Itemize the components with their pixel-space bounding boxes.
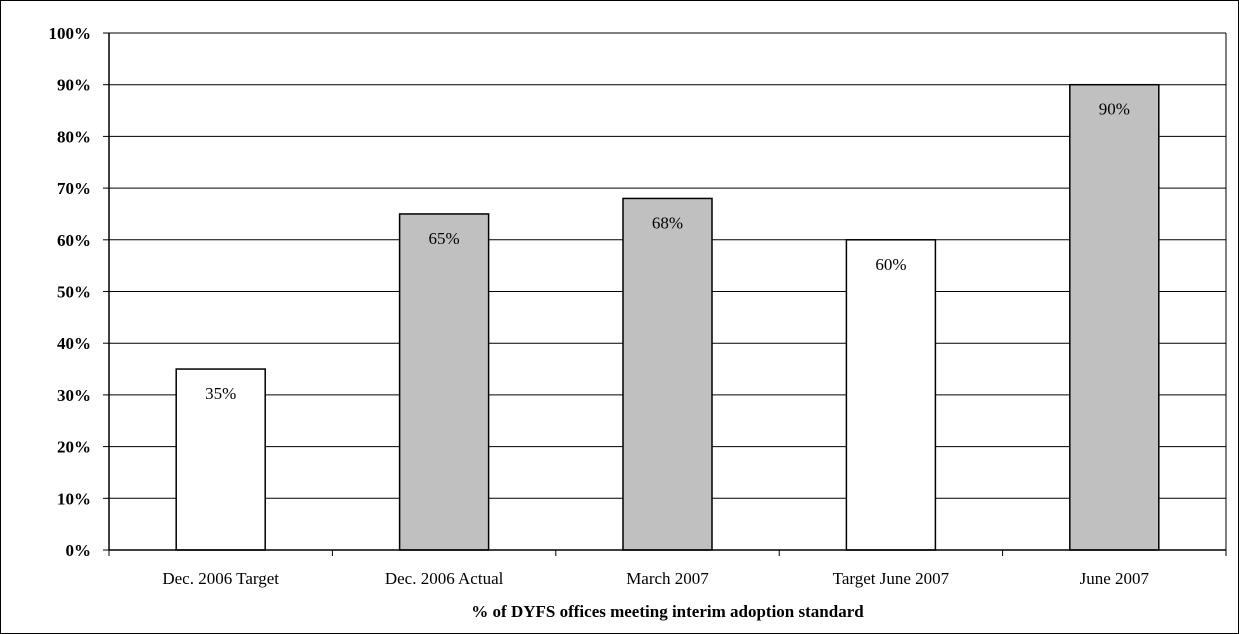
y-tick-label: 40% <box>57 334 91 353</box>
bar <box>175 368 266 551</box>
bar <box>1069 83 1160 551</box>
data-label: 35% <box>205 384 236 403</box>
x-tick-label: March 2007 <box>626 569 709 588</box>
y-tick-label: 0% <box>66 541 92 560</box>
x-tick-label: Target June 2007 <box>833 569 950 588</box>
y-tick-label: 10% <box>57 489 91 508</box>
y-tick-label: 100% <box>49 24 92 43</box>
x-axis-title: % of DYFS offices meeting interim adopti… <box>471 602 864 621</box>
gridlines <box>109 32 1226 499</box>
data-label: 60% <box>875 255 906 274</box>
x-tick-label: Dec. 2006 Actual <box>385 569 504 588</box>
x-tick-labels: Dec. 2006 Target Dec. 2006 Actual March 20… <box>162 569 1149 588</box>
y-tick-label: 70% <box>57 179 91 198</box>
y-tick-labels: 0% 10% 20% 30% 40% 50% 60% 70% 80% 90% 100% <box>49 24 92 560</box>
x-tick-label: June 2007 <box>1080 569 1150 588</box>
bars <box>175 83 1160 551</box>
bar <box>845 239 937 551</box>
y-tick-label: 60% <box>57 231 91 250</box>
x-tick-label: Dec. 2006 Target <box>162 569 279 588</box>
y-tick-label: 20% <box>57 438 91 457</box>
data-label: 90% <box>1099 100 1130 119</box>
bar <box>398 213 490 551</box>
data-label: 65% <box>429 229 460 248</box>
data-label: 68% <box>652 213 683 232</box>
y-tick-label: 30% <box>57 386 91 405</box>
y-tick-label: 50% <box>57 283 91 302</box>
axes <box>103 32 1227 556</box>
y-tick-label: 90% <box>57 76 91 95</box>
data-labels: 35% 65% 68% 60% 90% <box>205 100 1130 403</box>
y-tick-label: 80% <box>57 127 91 146</box>
bar <box>622 197 713 551</box>
